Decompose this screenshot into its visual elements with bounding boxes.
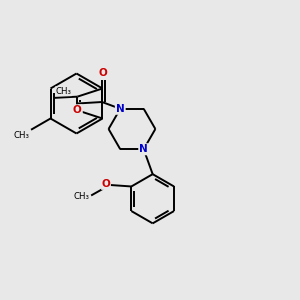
Text: O: O [98, 68, 107, 78]
Text: CH₃: CH₃ [14, 131, 29, 140]
Text: N: N [139, 144, 148, 154]
Text: CH₃: CH₃ [56, 87, 71, 96]
Text: N: N [116, 104, 124, 114]
Text: CH₃: CH₃ [74, 192, 90, 201]
Text: O: O [102, 179, 110, 189]
Text: O: O [73, 105, 82, 115]
